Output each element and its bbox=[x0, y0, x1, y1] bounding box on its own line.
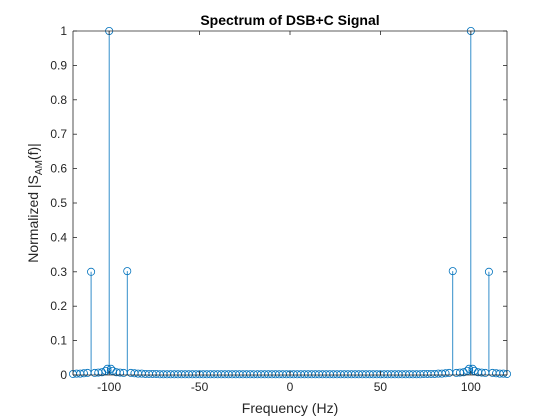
y-axis-label-subscript: AM bbox=[34, 160, 45, 175]
x-tick-label: 50 bbox=[374, 380, 388, 394]
stem-marker bbox=[484, 267, 493, 276]
stem-marker bbox=[108, 366, 117, 375]
y-axis-label-prefix: Normalized |S bbox=[25, 175, 41, 263]
stem-marker bbox=[87, 267, 96, 276]
x-tick-label: 0 bbox=[287, 380, 294, 394]
y-tick-label: 0 bbox=[60, 368, 67, 382]
x-tick-label: -50 bbox=[191, 380, 209, 394]
x-tick-label: 100 bbox=[461, 380, 481, 394]
x-tick-label: -100 bbox=[97, 380, 121, 394]
y-tick-label: 0.4 bbox=[50, 230, 67, 244]
stem-marker bbox=[470, 366, 479, 375]
chart-title: Spectrum of DSB+C Signal bbox=[200, 12, 379, 28]
x-axis-ticks: -100 -50 0 50 100 bbox=[97, 31, 481, 394]
y-tick-label: 0.9 bbox=[50, 58, 67, 72]
y-axis-label-suffix: (f)| bbox=[25, 143, 41, 160]
y-tick-label: 0.5 bbox=[50, 196, 67, 210]
y-axis-ticks: 0 0.1 0.2 0.3 0.4 0.5 0.6 0.7 0.8 0.9 1 bbox=[50, 24, 507, 382]
stem-marker bbox=[123, 267, 132, 276]
stem-marker bbox=[116, 368, 125, 377]
stem-series bbox=[69, 26, 511, 379]
y-tick-label: 0.1 bbox=[50, 334, 67, 348]
plot-area bbox=[73, 31, 507, 375]
stem-marker bbox=[477, 368, 486, 377]
stem-marker bbox=[448, 267, 457, 276]
y-axis-label: Normalized |SAM(f)| bbox=[25, 143, 45, 263]
y-tick-label: 0.3 bbox=[50, 265, 67, 279]
y-tick-label: 0.6 bbox=[50, 162, 67, 176]
y-tick-label: 0.8 bbox=[50, 93, 67, 107]
y-tick-label: 0.2 bbox=[50, 299, 67, 313]
x-axis-label: Frequency (Hz) bbox=[242, 400, 338, 416]
y-tick-label: 0.7 bbox=[50, 127, 67, 141]
y-tick-label: 1 bbox=[60, 24, 67, 38]
